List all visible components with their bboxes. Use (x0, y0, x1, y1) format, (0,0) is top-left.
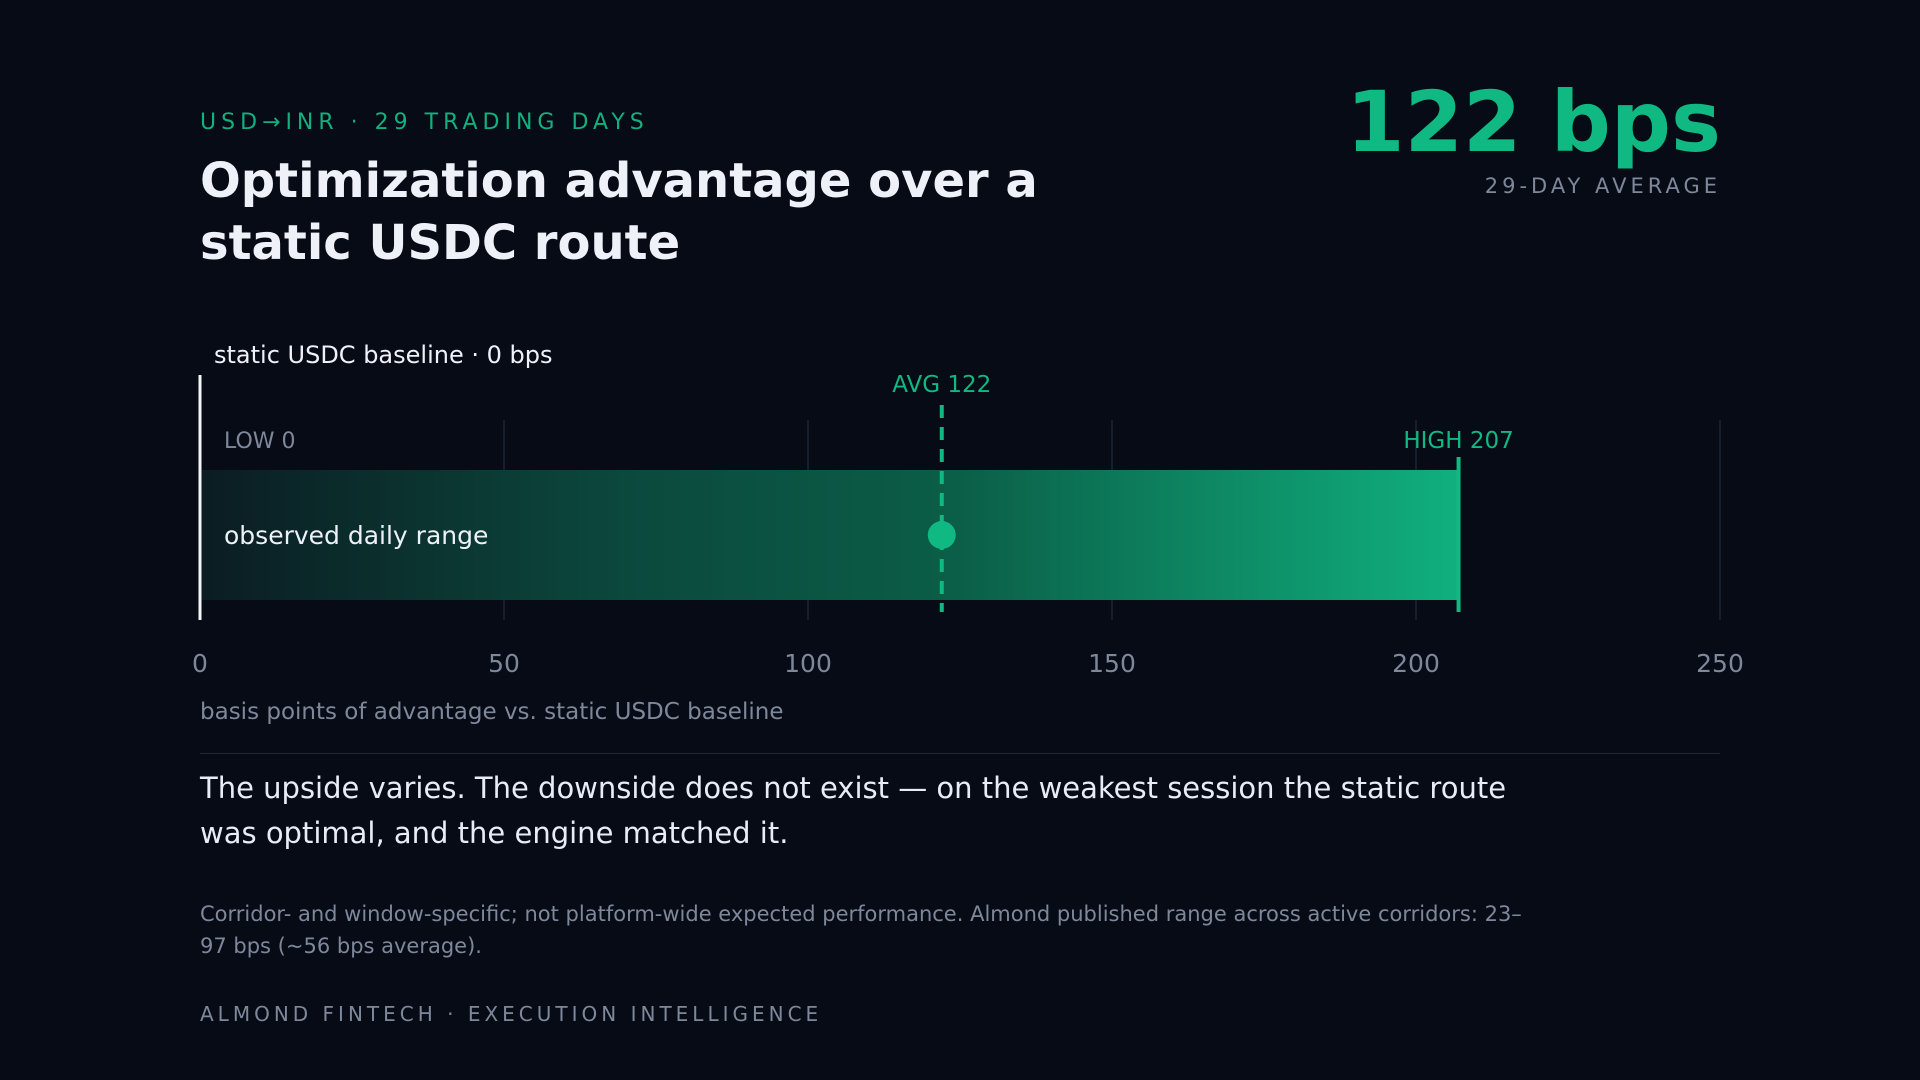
page-title: Optimization advantage over a static USD… (200, 153, 1038, 271)
x-tick-label: 0 (192, 649, 208, 678)
section-divider (200, 753, 1720, 754)
average-point (927, 521, 956, 549)
x-axis-ticks: 0 50 100 150 200 250 (192, 649, 1744, 678)
kpi-label: 29-DAY AVERAGE (1484, 174, 1721, 198)
average-label: AVG 122 (892, 372, 991, 398)
x-tick-label: 250 (1696, 649, 1744, 678)
kpi-value: 122 bps (1346, 73, 1721, 171)
headline-text: The upside varies. The downside does not… (200, 771, 1507, 850)
range-chart: 0 50 100 150 200 250 static USDC baseline · 0… (192, 341, 1744, 725)
low-label: LOW 0 (224, 429, 296, 454)
x-tick-label: 150 (1088, 649, 1136, 678)
range-label: observed daily range (224, 521, 488, 550)
high-label: HIGH 207 (1403, 428, 1513, 454)
x-tick-label: 50 (488, 649, 520, 678)
footnote-text: Corridor- and window-specific; not platf… (200, 902, 1522, 958)
corridor-eyebrow: USD→INR · 29 TRADING DAYS (200, 110, 649, 135)
range-bar (200, 470, 1459, 600)
kpi-block: 122 bps 29-DAY AVERAGE (1346, 72, 1721, 198)
x-axis-label: basis points of advantage vs. static USD… (200, 699, 783, 725)
baseline-label: static USDC baseline · 0 bps (214, 341, 552, 369)
brand-footer: ALMOND FINTECH · EXECUTION INTELLIGENCE (200, 1002, 823, 1026)
x-tick-label: 200 (1392, 649, 1440, 678)
x-tick-label: 100 (784, 649, 832, 678)
